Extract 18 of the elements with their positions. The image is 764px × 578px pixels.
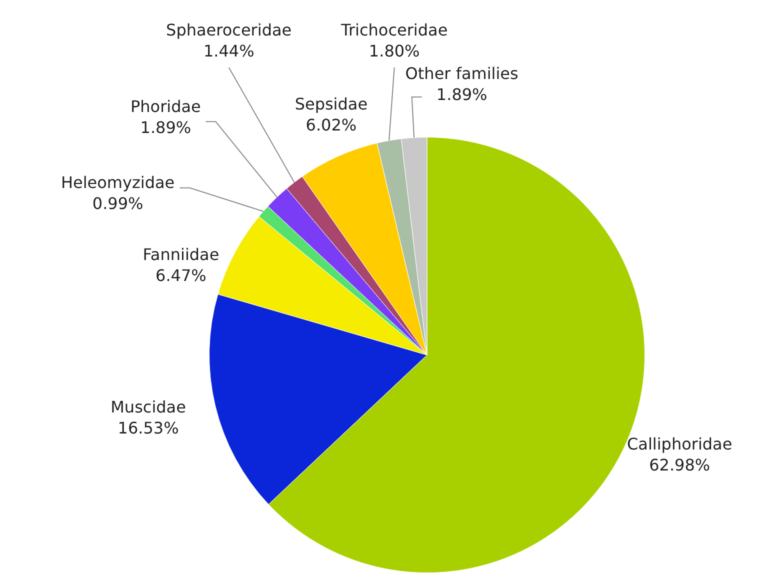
slice-label: Calliphoridae	[626, 434, 732, 454]
slice-label: Phoridae	[130, 96, 201, 116]
data-label: 1.89%	[436, 85, 488, 104]
slice-label: Fanniidae	[142, 244, 220, 264]
slice-label: Heleomyzidae	[60, 173, 175, 192]
data-label: 6.02%	[306, 116, 357, 135]
slice-label: Other families	[405, 64, 518, 84]
slice-label: Sphaeroceridae	[166, 20, 292, 40]
data-label: 16.53%	[118, 418, 179, 438]
data-label: 6.47%	[156, 266, 206, 285]
slice-label: Sepsidae	[294, 94, 368, 114]
slice-label: Muscidae	[110, 397, 186, 416]
data-label: 1.89%	[140, 118, 192, 137]
data-label: 1.44%	[203, 42, 254, 61]
data-label: 1.80%	[368, 42, 420, 61]
data-label: 62.98%	[649, 455, 710, 474]
slice-label: Trichoceridae	[340, 20, 448, 40]
data-label: 0.99%	[92, 194, 144, 214]
